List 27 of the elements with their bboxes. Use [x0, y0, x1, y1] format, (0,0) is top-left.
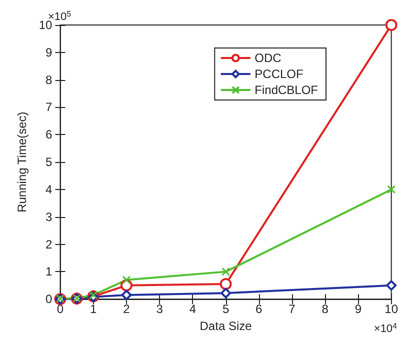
legend-label: ODC [254, 51, 282, 65]
x-tick-label: 10 [384, 302, 398, 316]
y-tick-label: 10 [38, 18, 53, 32]
y-tick-label: 3 [46, 210, 53, 224]
x-tick-label: 7 [288, 302, 296, 316]
y-tick-label: 5 [46, 155, 53, 170]
y-tick-label: 0 [46, 292, 53, 306]
x-tick-label: 5 [222, 302, 230, 316]
y-tick-label: 9 [46, 45, 53, 60]
y-tick-label: 1 [46, 264, 53, 279]
legend-label: FindCBLOF [254, 83, 318, 97]
y-tick-label: 4 [46, 182, 53, 196]
x-tick-label: 2 [123, 302, 130, 316]
x-tick-label: 3 [156, 302, 164, 316]
x-tick-label: 0 [56, 302, 64, 316]
x-tick-label: 8 [322, 302, 329, 316]
legend-label: PCCLOF [254, 67, 304, 81]
x-tick-label: 4 [189, 302, 196, 316]
x-tick-label: 6 [256, 302, 263, 316]
y-tick-label: 6 [46, 128, 53, 142]
y-tick-label: 8 [46, 72, 53, 87]
y-tick-label: 2 [46, 237, 53, 252]
y-tick-label: 7 [46, 100, 53, 114]
x-tick-label: 1 [90, 302, 98, 316]
x-axis-title: Data Size [200, 319, 252, 333]
x-tick-label: 9 [354, 302, 362, 316]
y-axis-title: Running Time(sec) [15, 112, 29, 212]
